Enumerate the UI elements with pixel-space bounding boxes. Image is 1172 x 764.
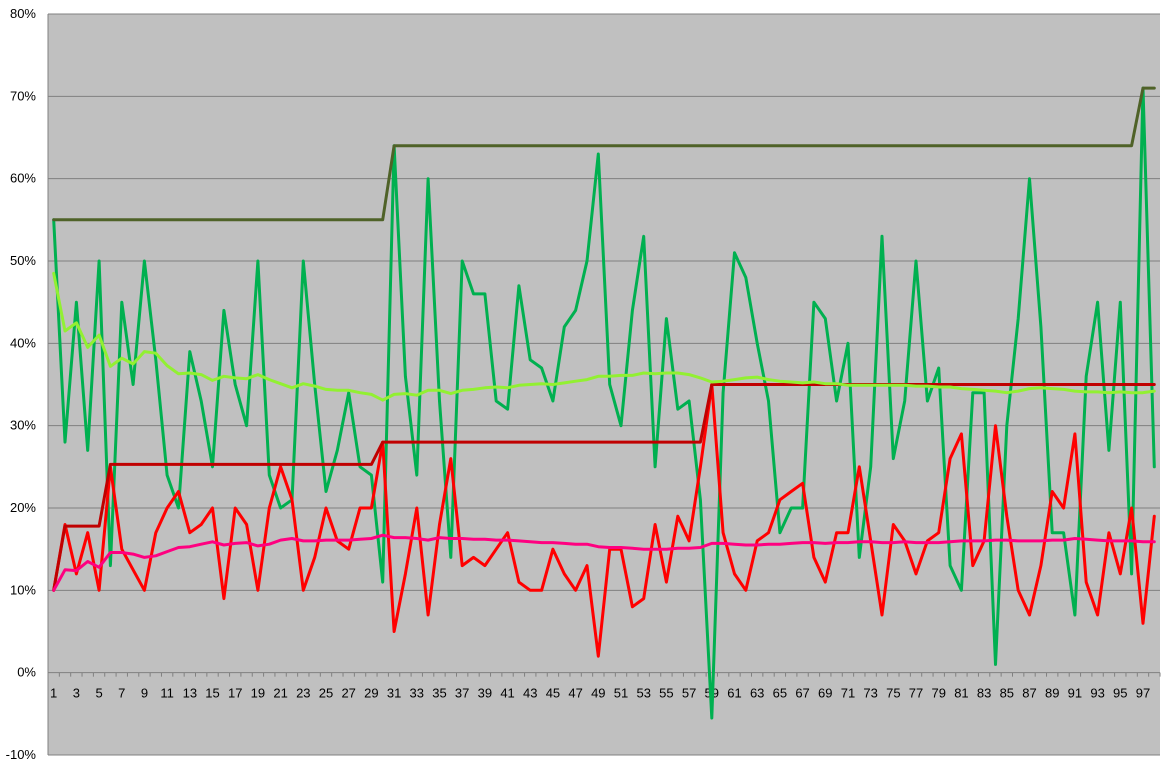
x-tick-label: 41: [500, 686, 514, 701]
x-tick-label: 17: [228, 686, 242, 701]
x-tick-label: 95: [1113, 686, 1127, 701]
x-tick-label: 89: [1045, 686, 1059, 701]
y-axis: -10% 0% 10% 20% 30% 40% 50% 60% 70% 80%: [6, 6, 37, 762]
x-tick-label: 79: [932, 686, 946, 701]
y-tick-label: 60%: [10, 171, 36, 186]
x-tick-label: 21: [273, 686, 287, 701]
x-tick-label: 25: [319, 686, 333, 701]
x-tick-label: 45: [546, 686, 560, 701]
y-tick-label: 0%: [17, 665, 36, 680]
x-tick-label: 65: [773, 686, 787, 701]
x-tick-label: 47: [568, 686, 582, 701]
x-tick-label: 19: [251, 686, 265, 701]
series-lines: [52, 86, 1156, 720]
x-tick-label: 35: [432, 686, 446, 701]
x-tick-label: 49: [591, 686, 605, 701]
y-tick-label: -10%: [6, 747, 37, 762]
x-tick-label: 15: [205, 686, 219, 701]
x-tick-label: 27: [341, 686, 355, 701]
x-tick-label: 55: [659, 686, 673, 701]
x-tick-label: 13: [183, 686, 197, 701]
x-tick-label: 97: [1136, 686, 1150, 701]
x-tick-label: 1: [50, 686, 57, 701]
x-tick-label: 93: [1090, 686, 1104, 701]
x-tick-label: 3: [73, 686, 80, 701]
series-line-6: [52, 533, 1156, 592]
y-tick-label: 80%: [10, 6, 36, 21]
x-tick-label: 7: [118, 686, 125, 701]
y-tick-label: 50%: [10, 253, 36, 268]
x-tick-label: 53: [636, 686, 650, 701]
series-line-1: [52, 86, 1156, 720]
x-tick-label: 63: [750, 686, 764, 701]
series-line-5: [52, 271, 1156, 402]
x-tick-label: 83: [977, 686, 991, 701]
x-tick-label: 67: [795, 686, 809, 701]
y-tick-label: 10%: [10, 582, 36, 597]
x-tick-label: 61: [727, 686, 741, 701]
y-tick-label: 20%: [10, 500, 36, 515]
x-tick-label: 75: [886, 686, 900, 701]
series-line-2: [52, 383, 1156, 658]
x-tick-label: 31: [387, 686, 401, 701]
x-tick-label: 39: [478, 686, 492, 701]
x-tick-label: 69: [818, 686, 832, 701]
x-tick-label: 87: [1022, 686, 1036, 701]
x-tick-label: 29: [364, 686, 378, 701]
x-tick-label: 51: [614, 686, 628, 701]
x-tick-label: 77: [909, 686, 923, 701]
y-tick-label: 70%: [10, 88, 36, 103]
x-tick-label: 81: [954, 686, 968, 701]
x-tick-label: 73: [863, 686, 877, 701]
x-tick-label: 5: [95, 686, 102, 701]
y-tick-label: 30%: [10, 418, 36, 433]
x-tick-label: 33: [410, 686, 424, 701]
x-tick-label: 57: [682, 686, 696, 701]
x-tick-label: 23: [296, 686, 310, 701]
x-tick-label: 91: [1068, 686, 1082, 701]
y-tick-label: 40%: [10, 335, 36, 350]
x-tick-label: 11: [160, 686, 174, 701]
x-axis: 1 3 5 7 9 11 13 15 17 19 21 23 25 27 29 31 33 35 37 39 41 43 4…: [47, 672, 1161, 701]
series-line-3: [52, 86, 1156, 222]
x-tick-label: 37: [455, 686, 469, 701]
x-tick-label: 43: [523, 686, 537, 701]
series-line-4: [52, 383, 1156, 592]
x-tick-label: 85: [1000, 686, 1014, 701]
x-tick-label: 9: [141, 686, 148, 701]
x-tick-label: 71: [841, 686, 855, 701]
